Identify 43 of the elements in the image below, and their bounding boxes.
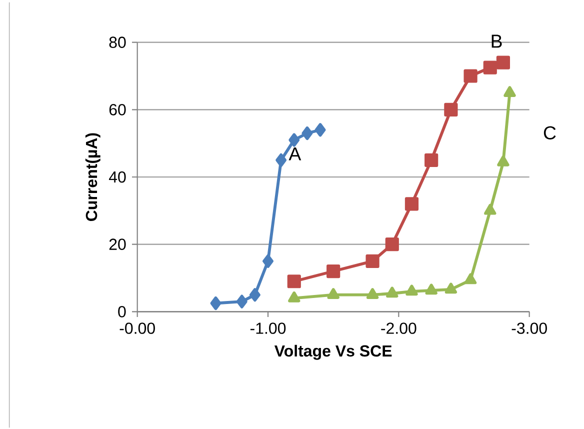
point bbox=[483, 60, 497, 74]
point bbox=[385, 238, 399, 252]
point bbox=[386, 286, 398, 298]
point bbox=[366, 254, 380, 268]
point bbox=[314, 123, 326, 137]
point bbox=[276, 153, 287, 167]
point bbox=[496, 56, 510, 70]
point bbox=[424, 153, 438, 167]
y-tick-label: 80 bbox=[109, 36, 126, 48]
point bbox=[326, 264, 340, 278]
point bbox=[249, 288, 260, 302]
point bbox=[236, 294, 248, 308]
point bbox=[262, 254, 274, 268]
series-label: B bbox=[492, 34, 502, 48]
y-tick-label: 20 bbox=[109, 238, 126, 250]
y-tick-label: 60 bbox=[109, 104, 126, 116]
point bbox=[497, 155, 510, 166]
y-axis-title: Current(µA) bbox=[85, 133, 100, 221]
point bbox=[327, 288, 340, 299]
point bbox=[464, 273, 477, 284]
y-tick-label: 40 bbox=[108, 171, 126, 183]
point bbox=[210, 296, 222, 310]
point bbox=[406, 284, 418, 296]
point bbox=[302, 126, 313, 140]
series-label: C bbox=[544, 126, 556, 140]
x-tick-label: -2.00 bbox=[381, 322, 416, 334]
x-axis-title: Voltage Vs SCE bbox=[274, 344, 392, 360]
point bbox=[366, 288, 379, 299]
x-tick-label: -1.00 bbox=[250, 322, 286, 334]
point bbox=[444, 102, 458, 116]
point bbox=[484, 204, 496, 215]
x-tick-label: -0.00 bbox=[120, 322, 155, 334]
point bbox=[288, 133, 300, 147]
point bbox=[404, 197, 419, 211]
point bbox=[288, 291, 300, 302]
point bbox=[425, 284, 438, 295]
point bbox=[504, 86, 516, 97]
point bbox=[287, 274, 301, 288]
x-tick-label: -3.00 bbox=[512, 322, 547, 334]
y-tick-label: 0 bbox=[118, 306, 126, 318]
point bbox=[464, 69, 478, 83]
point bbox=[444, 282, 458, 294]
series-label: A bbox=[288, 147, 302, 160]
